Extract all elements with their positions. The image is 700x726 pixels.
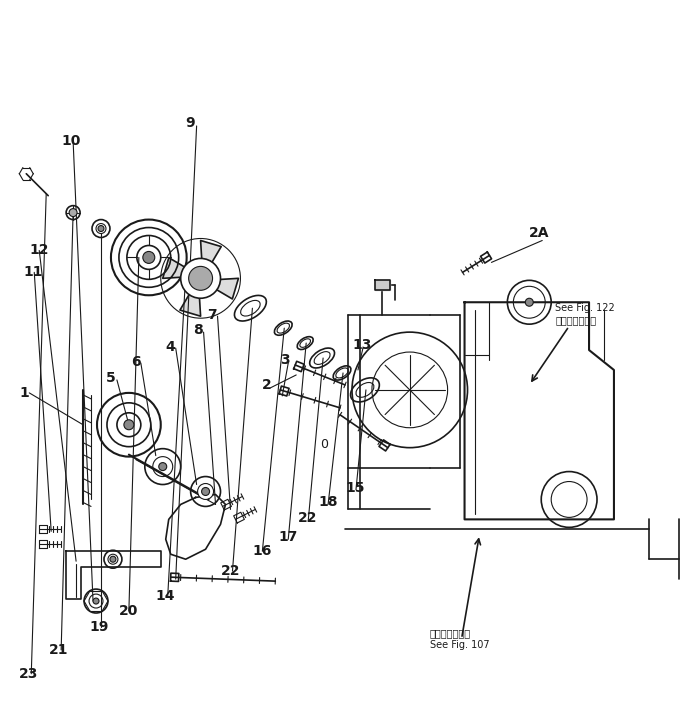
- Text: 23: 23: [20, 666, 38, 681]
- Text: 14: 14: [156, 589, 175, 603]
- Circle shape: [143, 251, 155, 264]
- Circle shape: [197, 484, 214, 499]
- Text: 1: 1: [20, 386, 29, 400]
- Text: 第１０７図参照: 第１０７図参照: [430, 628, 471, 638]
- Circle shape: [108, 554, 118, 564]
- Text: 10: 10: [61, 134, 80, 148]
- Text: 12: 12: [29, 243, 49, 258]
- Text: 2: 2: [262, 378, 272, 392]
- Text: 8: 8: [194, 323, 204, 337]
- Text: See Fig. 122: See Fig. 122: [555, 303, 615, 313]
- Circle shape: [110, 556, 116, 562]
- Circle shape: [159, 462, 167, 470]
- Text: 9: 9: [186, 116, 195, 130]
- Polygon shape: [375, 280, 390, 290]
- Text: 第１２２図参照: 第１２２図参照: [555, 315, 596, 325]
- Polygon shape: [201, 240, 221, 271]
- Circle shape: [202, 487, 209, 495]
- Text: 17: 17: [279, 530, 298, 544]
- Text: 18: 18: [318, 495, 337, 510]
- Circle shape: [98, 226, 104, 232]
- Circle shape: [525, 298, 533, 306]
- Text: 4: 4: [166, 340, 176, 354]
- Text: 21: 21: [49, 643, 69, 657]
- Text: 7: 7: [208, 309, 217, 322]
- Text: 22: 22: [220, 564, 240, 578]
- Text: 13: 13: [352, 338, 372, 352]
- Text: 0: 0: [320, 439, 328, 451]
- Text: 20: 20: [119, 604, 139, 618]
- Text: 2A: 2A: [529, 226, 550, 240]
- Text: 19: 19: [89, 620, 108, 634]
- Text: 15: 15: [345, 481, 365, 494]
- Text: 3: 3: [280, 353, 290, 367]
- Polygon shape: [208, 278, 239, 299]
- Text: 11: 11: [23, 266, 43, 280]
- Circle shape: [188, 266, 213, 290]
- Circle shape: [69, 208, 77, 216]
- Circle shape: [124, 420, 134, 430]
- Text: 16: 16: [253, 544, 272, 558]
- Text: 5: 5: [106, 371, 116, 385]
- Text: 22: 22: [298, 511, 318, 526]
- Text: 6: 6: [131, 355, 141, 369]
- Polygon shape: [162, 258, 193, 278]
- Polygon shape: [180, 286, 201, 317]
- Circle shape: [96, 224, 106, 234]
- Circle shape: [181, 258, 220, 298]
- Circle shape: [93, 598, 99, 604]
- Text: See Fig. 107: See Fig. 107: [430, 640, 489, 650]
